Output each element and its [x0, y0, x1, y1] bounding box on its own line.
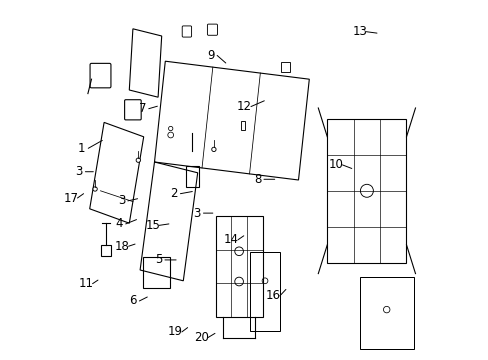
Text: 16: 16	[265, 289, 280, 302]
Text: 12: 12	[237, 100, 251, 113]
Text: 14: 14	[224, 233, 239, 246]
Text: 11: 11	[79, 277, 93, 290]
Text: 3: 3	[193, 207, 200, 220]
Bar	[241, 121, 244, 130]
Circle shape	[211, 147, 216, 152]
Text: 5: 5	[155, 253, 162, 266]
Text: 13: 13	[351, 25, 366, 38]
Text: 3: 3	[75, 165, 82, 178]
Text: 2: 2	[170, 187, 177, 200]
Bar	[326, 119, 406, 263]
Bar	[280, 62, 289, 72]
Text: 4: 4	[115, 217, 122, 230]
Text: 9: 9	[206, 49, 214, 62]
Bar	[185, 166, 199, 187]
Bar	[215, 216, 262, 317]
Text: 8: 8	[253, 173, 261, 186]
Text: 17: 17	[63, 192, 78, 204]
Circle shape	[93, 187, 97, 191]
Text: 20: 20	[193, 331, 208, 344]
Circle shape	[136, 158, 140, 162]
Text: 15: 15	[145, 219, 160, 232]
Bar	[101, 245, 111, 256]
Text: 19: 19	[167, 325, 183, 338]
Text: 10: 10	[328, 158, 343, 171]
Text: 1: 1	[78, 142, 85, 155]
Text: 3: 3	[118, 194, 125, 207]
Text: 6: 6	[129, 294, 136, 307]
Text: 18: 18	[114, 240, 129, 253]
Bar	[142, 257, 170, 288]
Text: 7: 7	[138, 102, 146, 115]
